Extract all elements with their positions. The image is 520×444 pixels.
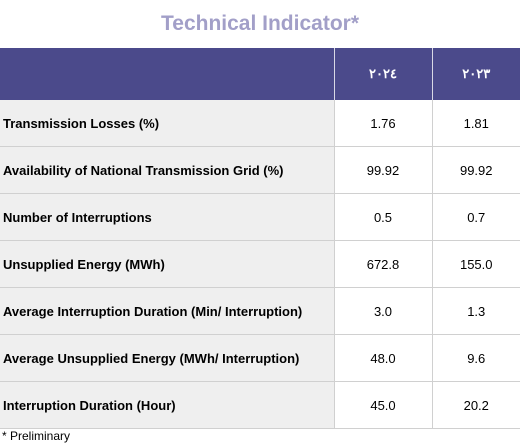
row-label: Availability of National Transmission Gr… — [0, 146, 335, 194]
header-year-2024: ٢٠٢٤ — [334, 48, 433, 100]
table-row: Transmission Losses (%) 1.76 1.81 — [0, 100, 520, 147]
row-label: Number of Interruptions — [0, 193, 335, 241]
value-2024: 3.0 — [334, 287, 433, 335]
row-label: Transmission Losses (%) — [0, 100, 335, 147]
table-row: Average Interruption Duration (Min/ Inte… — [0, 287, 520, 335]
row-label: Unsupplied Energy (MWh) — [0, 240, 335, 288]
value-2023: 155.0 — [432, 240, 520, 288]
value-2023: 1.81 — [432, 100, 520, 147]
footnote: * Preliminary — [2, 429, 71, 443]
value-2023: 0.7 — [432, 193, 520, 241]
header-row: ٢٠٢٤ ٢٠٢٣ — [0, 48, 520, 100]
table-title: Technical Indicator* — [0, 0, 520, 48]
value-2024: 48.0 — [334, 334, 433, 382]
table-row: Unsupplied Energy (MWh) 672.8 155.0 — [0, 240, 520, 288]
table-row: Interruption Duration (Hour) 45.0 20.2 — [0, 381, 520, 429]
value-2024: 99.92 — [334, 146, 433, 194]
table-row: Availability of National Transmission Gr… — [0, 146, 520, 194]
value-2024: 672.8 — [334, 240, 433, 288]
value-2024: 45.0 — [334, 381, 433, 429]
row-label: Average Interruption Duration (Min/ Inte… — [0, 287, 335, 335]
table-row: Number of Interruptions 0.5 0.7 — [0, 193, 520, 241]
value-2024: 0.5 — [334, 193, 433, 241]
value-2023: 99.92 — [432, 146, 520, 194]
value-2023: 1.3 — [432, 287, 520, 335]
row-label: Average Unsupplied Energy (MWh/ Interrup… — [0, 334, 335, 382]
header-year-2023: ٢٠٢٣ — [432, 48, 520, 100]
value-2024: 1.76 — [334, 100, 433, 147]
table-row: Average Unsupplied Energy (MWh/ Interrup… — [0, 334, 520, 382]
row-label: Interruption Duration (Hour) — [0, 381, 335, 429]
header-label-cell — [0, 48, 335, 100]
value-2023: 9.6 — [432, 334, 520, 382]
value-2023: 20.2 — [432, 381, 520, 429]
indicator-table: ٢٠٢٤ ٢٠٢٣ Transmission Losses (%) 1.76 1… — [0, 48, 520, 429]
